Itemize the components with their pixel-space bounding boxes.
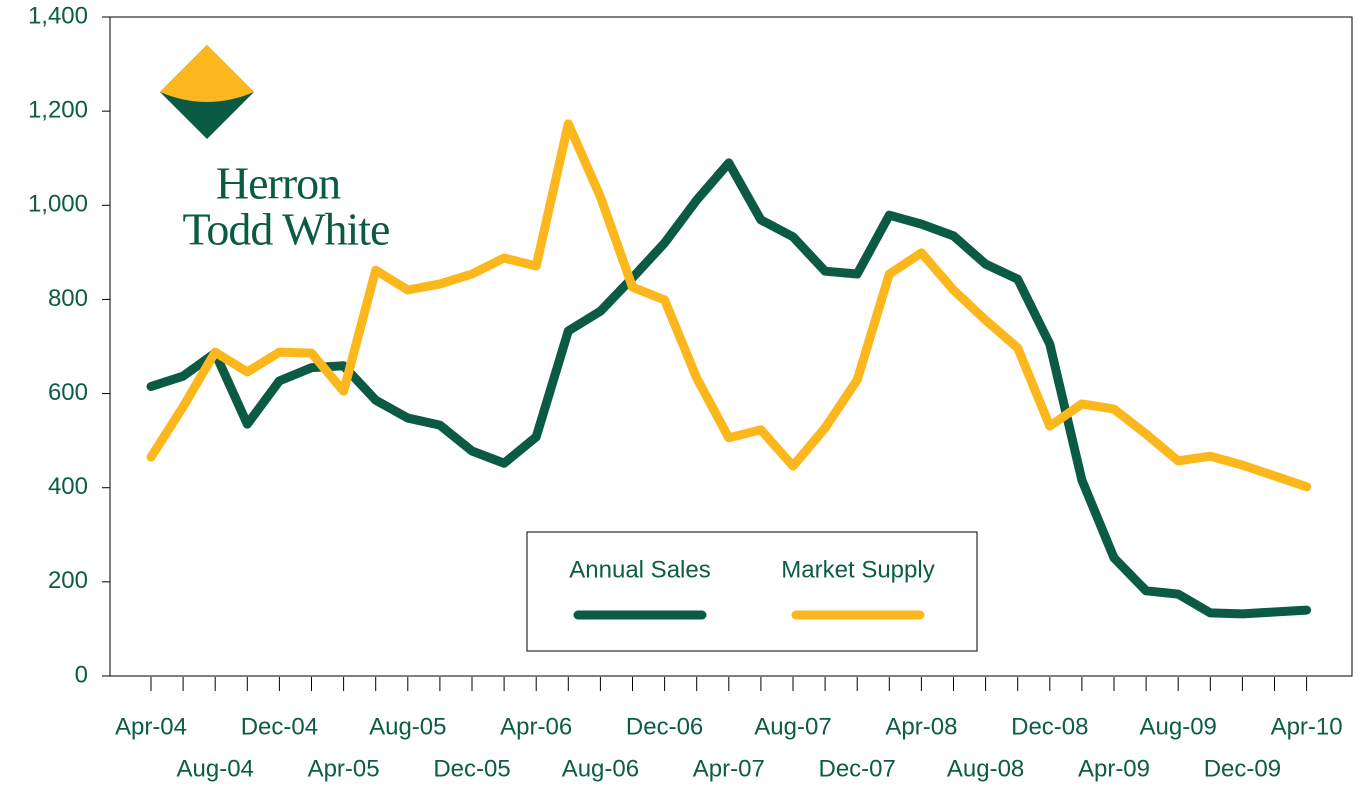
y-tick-label: 800 xyxy=(48,285,88,312)
series-line xyxy=(146,158,1312,619)
x-tick-label: Apr-09 xyxy=(1078,755,1150,782)
plot-frame xyxy=(109,16,1353,677)
x-tick-label: Aug-05 xyxy=(369,713,446,740)
x-tick-label: Aug-04 xyxy=(177,755,254,782)
y-tick-label: 1,200 xyxy=(28,96,88,123)
x-tick-label: Dec-08 xyxy=(1011,713,1088,740)
y-tick-label: 1,000 xyxy=(28,191,88,218)
x-tick-label: Apr-10 xyxy=(1271,713,1343,740)
series-line xyxy=(146,119,1312,492)
legend-label: Annual Sales xyxy=(569,556,710,583)
y-tick-label: 0 xyxy=(75,661,88,688)
x-tick-label: Apr-07 xyxy=(693,755,765,782)
y-tick-label: 1,400 xyxy=(28,2,88,29)
x-tick-label: Apr-04 xyxy=(115,713,187,740)
x-tick-label: Apr-05 xyxy=(308,755,380,782)
x-tick-label: Aug-07 xyxy=(754,713,831,740)
legend-label: Market Supply xyxy=(781,556,934,583)
x-tick-label: Apr-06 xyxy=(500,713,572,740)
x-tick-label: Dec-07 xyxy=(819,755,896,782)
x-tick-label: Apr-08 xyxy=(885,713,957,740)
logo-diamond-top xyxy=(160,45,254,102)
y-tick-label: 200 xyxy=(48,567,88,594)
y-tick-label: 600 xyxy=(48,379,88,406)
legend-box xyxy=(526,531,978,652)
legend: Annual Sales Market Supply xyxy=(526,531,978,652)
logo: Herron Todd White xyxy=(160,45,390,255)
x-tick-label: Dec-06 xyxy=(626,713,703,740)
logo-text: Herron xyxy=(216,158,341,209)
logo-text: Todd White xyxy=(183,204,390,255)
x-tick-label: Dec-05 xyxy=(433,755,510,782)
x-tick-label: Aug-08 xyxy=(947,755,1024,782)
x-tick-label: Aug-09 xyxy=(1140,713,1217,740)
x-tick-label: Aug-06 xyxy=(562,755,639,782)
x-tick-label: Dec-04 xyxy=(241,713,318,740)
x-tick-label: Dec-09 xyxy=(1204,755,1281,782)
y-tick-label: 400 xyxy=(48,473,88,500)
